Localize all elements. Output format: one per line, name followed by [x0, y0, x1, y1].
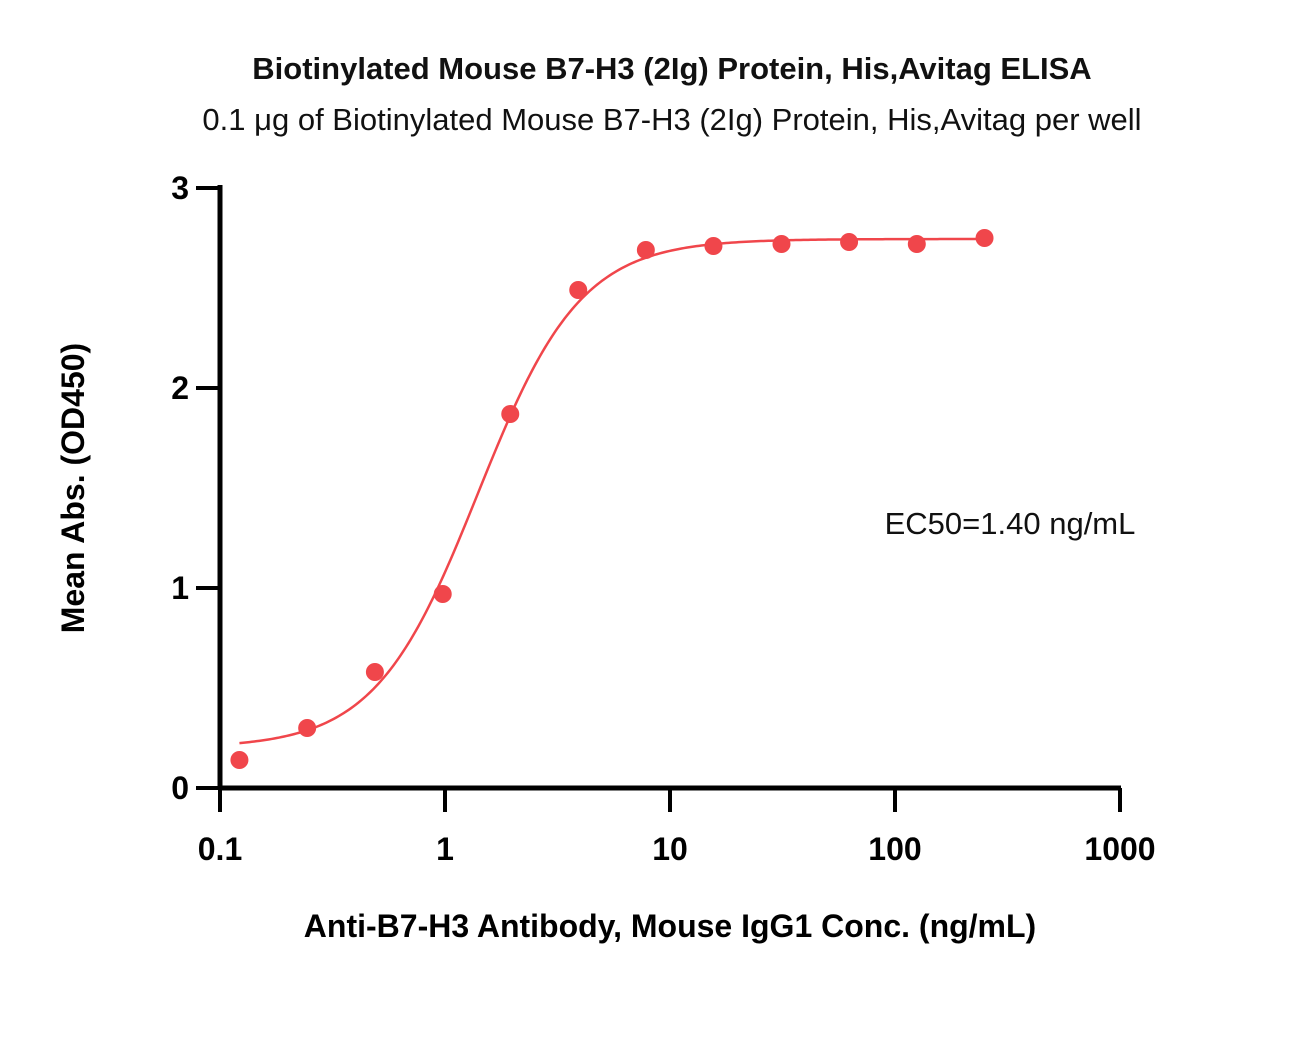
data-point — [569, 281, 588, 299]
chart-title: Biotinylated Mouse B7-H3 (2Ig) Protein, … — [252, 51, 1091, 86]
chart-subtitle: 0.1 μg of Biotinylated Mouse B7-H3 (2Ig)… — [202, 102, 1141, 137]
data-point — [365, 663, 384, 681]
x-ticks: 0.1 1 10 100 1000 — [198, 788, 1156, 867]
y-tick-label: 3 — [171, 170, 189, 206]
x-tick-label: 1 — [436, 831, 454, 867]
data-point — [907, 235, 926, 253]
data-point — [636, 241, 655, 259]
x-tick-label: 1000 — [1084, 831, 1155, 867]
x-tick-label: 100 — [868, 831, 921, 867]
ec50-annotation: EC50=1.40 ng/mL — [885, 506, 1136, 541]
y-ticks: 0 1 2 3 — [171, 170, 220, 806]
data-points — [230, 229, 994, 769]
x-axis-label: Anti-B7-H3 Antibody, Mouse IgG1 Conc. (n… — [304, 908, 1036, 944]
data-point — [840, 233, 859, 251]
data-point — [433, 585, 452, 603]
data-point — [298, 719, 317, 737]
data-point — [501, 405, 520, 423]
y-axis-label: Mean Abs. (OD450) — [55, 343, 91, 633]
x-tick-label: 10 — [652, 831, 688, 867]
axes — [217, 185, 1121, 791]
y-tick-label: 2 — [171, 370, 189, 406]
y-tick-label: 0 — [171, 770, 189, 806]
y-tick-label: 1 — [171, 570, 189, 606]
data-point — [230, 751, 249, 769]
data-point — [772, 235, 791, 253]
fit-curve — [239, 237, 985, 745]
x-tick-label: 0.1 — [198, 831, 242, 867]
data-point — [975, 229, 994, 247]
data-point — [704, 237, 723, 255]
